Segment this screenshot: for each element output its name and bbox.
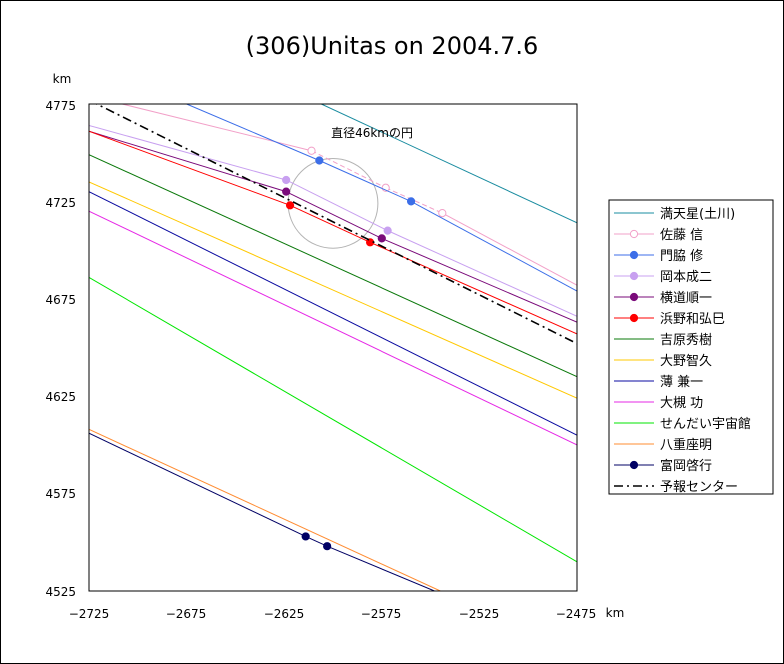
series-line-segment [385,187,443,214]
x-tick-label: −2575 [361,607,402,621]
series-line-segment [89,130,291,206]
series-8 [89,191,577,436]
series-line-segment [122,104,312,152]
series-12 [89,432,435,591]
series-point [282,187,291,196]
legend-swatch-marker [629,460,639,470]
legend-label: 大槻 功 [660,395,703,411]
series-line-segment [311,150,386,189]
series-line-segment [442,212,577,286]
series-point [383,226,392,235]
series-0 [321,104,577,224]
series-line-segment [321,104,577,224]
y-tick-label: 4575 [45,487,76,501]
x-tick-labels: −2725 −2675 −2625 −2575 −2525 −2475 [69,607,597,621]
legend-swatch-marker [629,250,639,260]
legend-swatch-marker [629,292,639,302]
series-10 [89,276,577,563]
legend-label: せんだい宇宙館 [660,417,751,432]
series-3 [89,124,577,317]
x-tick-label: −2725 [69,607,110,621]
series-6 [89,154,577,378]
series-line-segment [89,181,577,399]
series-line-segment [89,432,306,537]
y-tick-labels: 4775 4725 4675 4625 4575 4525 [45,99,76,599]
series-line-segment [285,191,383,239]
plot-content [89,104,577,591]
series-line-segment [186,104,320,161]
series-line-segment [89,276,577,563]
series-line-segment [89,124,287,181]
series-line-segment [319,160,412,202]
series-line-segment [95,104,577,345]
series-9 [89,210,577,446]
series-line-segment [89,191,577,436]
legend-label: 佐藤 信 [660,228,703,243]
legend-label: 門脇 修 [660,249,703,264]
legend-label: 大野智久 [660,354,712,369]
series-line-segment [387,230,577,317]
legend-label: 浜野和弘巳 [660,312,725,327]
series-point [377,234,386,243]
y-tick-label: 4675 [45,293,76,307]
series-point [323,542,332,551]
chart-title: (306)Unitas on 2004.7.6 [246,32,539,60]
series-line-segment [89,154,577,378]
series-line-segment [410,200,577,292]
x-tick-label: −2625 [264,607,305,621]
legend-label: 予報センター [660,480,738,495]
series-line-segment [89,130,287,193]
series-13 [95,104,577,345]
series-11 [89,428,441,591]
series-line-segment [285,179,388,232]
legend-label: 吉原秀樹 [660,333,712,348]
series-point [285,201,295,210]
series-point [406,197,416,206]
x-tick-label: −2475 [556,607,597,621]
plot-area-frame [88,103,578,592]
legend-label: 薄 兼一 [660,375,703,390]
series-point [438,208,447,218]
series-point [282,175,291,185]
y-tick-label: 4725 [45,196,76,210]
legend-label: 岡本成二 [660,270,712,285]
y-tick-label: 4625 [45,390,76,404]
legend-label: 富岡啓行 [660,458,712,474]
series-point [307,146,316,155]
series-line-segment [89,210,577,446]
series-point [301,532,310,541]
series-line-segment [289,204,371,243]
legend-frame [608,199,774,495]
x-axis-unit: km [606,606,625,620]
series-line-segment [326,545,435,591]
series-7 [89,181,577,399]
legend-swatch-marker [629,313,639,323]
y-tick-label: 4525 [45,585,76,599]
y-tick-label: 4775 [45,99,76,113]
y-axis-unit: km [53,72,72,86]
x-tick-label: −2675 [166,607,207,621]
legend-label: 横道順一 [660,291,712,306]
series-2 [186,104,577,292]
legend-swatch-marker [629,229,639,239]
series-1 [122,104,577,286]
series-4 [89,130,577,323]
circle-annotation: 直径46kmの円 [331,126,413,140]
legend-swatch-marker [629,271,639,281]
legend-label: 満天星(土川) [660,207,735,222]
series-line-segment [369,241,577,335]
series-line-segment [89,428,441,591]
series-point [315,156,324,165]
legend-label: 八重座明 [660,437,712,453]
series-line-segment [381,237,577,323]
x-tick-label: −2525 [459,607,500,621]
